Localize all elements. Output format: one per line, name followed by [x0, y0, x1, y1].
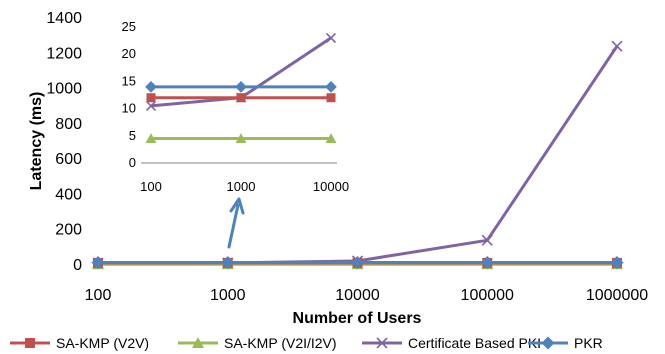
certificate-based-pki-point [481, 234, 493, 246]
y-tick-label: 400 [55, 186, 82, 203]
x-tick-label: 100 [85, 287, 112, 304]
pkr-point [480, 256, 494, 270]
x-tick-label: 100000 [461, 287, 514, 304]
inset-certificate-based-pki-point [145, 100, 157, 111]
certificate-based-pki-point [611, 40, 623, 52]
inset-y-tick-label: 20 [122, 46, 136, 61]
pkr-point [91, 256, 105, 270]
inset-sa-kmp-v2i-i2v-point [145, 133, 157, 144]
legend-swatch-marker [192, 337, 204, 348]
zoom-arrow-shaft [227, 203, 240, 249]
inset-y-tick-label: 0 [129, 155, 136, 170]
inset-y-tick-label: 10 [122, 101, 136, 116]
legend-label: PKR [574, 335, 603, 351]
y-tick-label: 1400 [46, 10, 82, 27]
legend-item-sa-kmp-v2i-i2v: SA-KMP (V2I/I2V) [178, 335, 337, 351]
inset-y-tick-label: 15 [122, 73, 136, 88]
inset-chart: 0 5 10 15 20 25 100 1000 10000 [122, 19, 350, 194]
y-tick-label: 200 [55, 222, 82, 239]
inset-y-tick-label: 5 [129, 128, 136, 143]
y-tick-label: 800 [55, 116, 82, 133]
inset-pkr-point [145, 80, 157, 93]
inset-certificate-based-pki-point [325, 32, 337, 43]
inset-sa-kmp-v2v-point [326, 93, 336, 103]
pkr-point [221, 256, 235, 270]
y-tick-label: 1200 [46, 45, 82, 62]
y-tick-label: 600 [55, 151, 82, 168]
inset-sa-kmp-v2i-i2v-point [235, 133, 247, 144]
inset-pkr-point [235, 80, 247, 93]
inset-x-tick-label: 100 [140, 179, 162, 194]
x-tick-label: 1000 [210, 287, 246, 304]
legend-swatch-marker [25, 338, 35, 348]
legend-label: SA-KMP (V2I/I2V) [224, 335, 337, 351]
legend: SA-KMP (V2V) SA-KMP (V2I/I2V) Certificate … [10, 335, 603, 351]
legend-swatch-marker [376, 337, 388, 349]
inset-x-tick-label: 10000 [313, 179, 349, 194]
inset-y-tick-label: 25 [122, 19, 136, 34]
y-axis-title: Latency (ms) [28, 92, 45, 191]
legend-item-sa-kmp-v2v: SA-KMP (V2V) [10, 335, 149, 351]
y-tick-label: 0 [73, 257, 82, 274]
y-tick-label: 1000 [46, 81, 82, 98]
certificate-based-pki-line [97, 45, 619, 265]
legend-label: SA-KMP (V2V) [56, 335, 149, 351]
legend-label: Certificate Based PKI [408, 335, 541, 351]
pkr-point [351, 256, 364, 270]
inset-pkr-point [325, 80, 337, 93]
main-series [91, 40, 624, 270]
x-tick-label: 1000000 [586, 287, 648, 304]
inset-x-tick-label: 1000 [227, 179, 256, 194]
x-axis-title: Number of Users [293, 310, 422, 327]
pkr-point [610, 256, 624, 270]
x-tick-label: 10000 [335, 287, 380, 304]
zoom-arrow-head [229, 197, 245, 215]
legend-item-pkr: PKR [528, 335, 603, 351]
zoom-arrow [227, 197, 245, 249]
legend-swatch-marker [541, 336, 555, 350]
inset-sa-kmp-v2v-point [236, 93, 246, 103]
legend-item-certificate-based-pki: Certificate Based PKI [362, 335, 541, 351]
inset-sa-kmp-v2i-i2v-point [325, 133, 337, 144]
inset-sa-kmp-v2v-point [146, 93, 156, 103]
